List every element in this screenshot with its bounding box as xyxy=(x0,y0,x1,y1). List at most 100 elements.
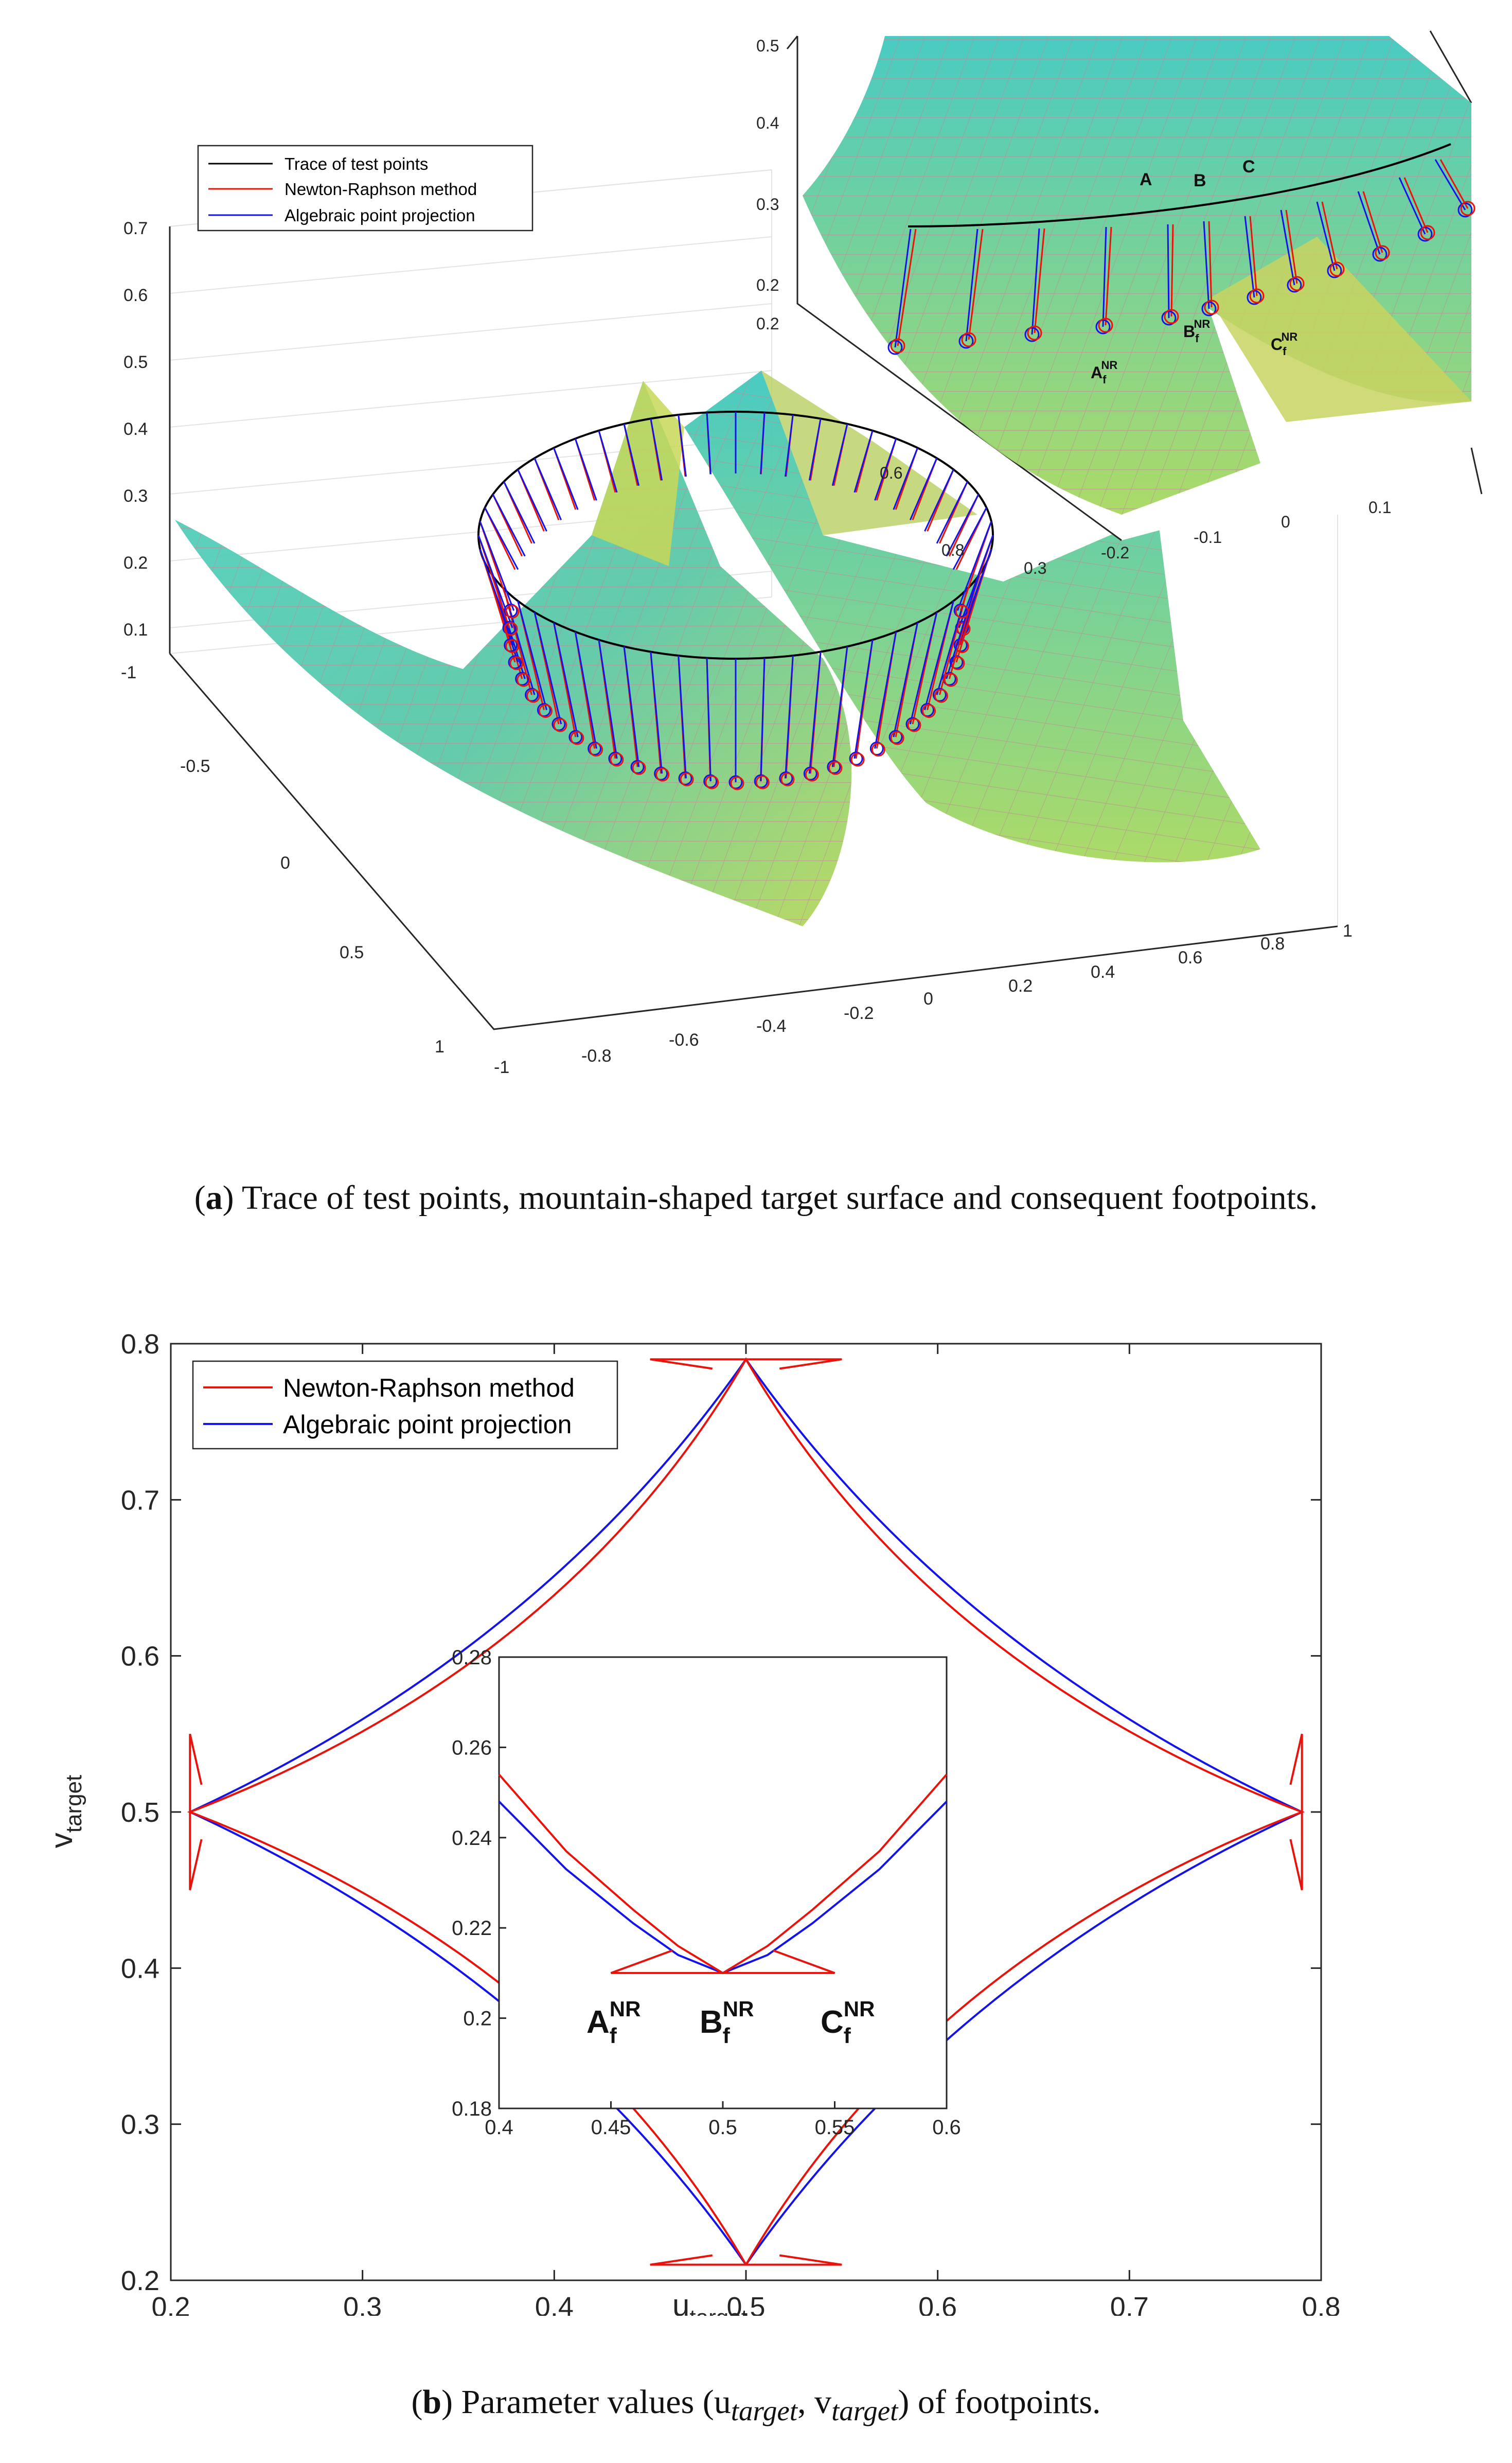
alg-footpoint xyxy=(654,766,668,781)
alg-footpoint-line xyxy=(894,228,912,348)
nr-footpoint-line xyxy=(1170,224,1174,317)
alg-footpoint-line xyxy=(874,438,897,501)
nr-footpoint xyxy=(944,673,958,687)
legend-3d: Trace of test points Newton-Raphson meth… xyxy=(197,145,533,232)
nr-footpoint xyxy=(632,761,646,775)
y-tick: -0.5 xyxy=(180,757,210,776)
nr-footpoint xyxy=(1420,225,1435,240)
alg-footpoint-line xyxy=(574,438,597,501)
alg-footpoint xyxy=(515,672,529,686)
alg-footpoint-line xyxy=(946,575,980,679)
x-axis-ticks: -1 -0.8 -0.6 -0.4 -0.2 0 0.2 0.4 0.6 0.8… xyxy=(494,921,1353,1077)
alg-footpoint xyxy=(1327,263,1342,278)
alg-footpoint-line xyxy=(924,469,954,532)
x-tick-label: 0.3 xyxy=(343,2292,382,2316)
x-tick: -1 xyxy=(494,1058,509,1077)
inset-ztick: 0.5 xyxy=(756,37,779,55)
alg-footpoint-line xyxy=(650,418,663,481)
x-tick-label: 0.4 xyxy=(535,2292,574,2316)
alg-footpoint-line xyxy=(831,646,848,767)
inset-y-tick-label: 0.28 xyxy=(452,1646,492,1669)
alg-footpoint xyxy=(958,333,974,349)
alg-footpoint-line xyxy=(492,494,526,557)
nr-footpoint-line xyxy=(1285,209,1298,284)
grid-line xyxy=(169,370,772,428)
nr-cusp xyxy=(650,2254,746,2266)
x-tick: -0.6 xyxy=(669,1030,699,1050)
inset-footpoint-C: CfNR xyxy=(1271,330,1297,358)
inset-ztick: 0.3 xyxy=(756,195,779,214)
nr-footpoint xyxy=(955,604,969,619)
alg-footpoint-line xyxy=(678,655,687,779)
alg-footpoint xyxy=(1024,327,1040,342)
nr-cusp xyxy=(650,1358,746,1370)
inset-point-labels: A B C xyxy=(1140,157,1255,190)
inset-x-tick-label: 0.6 xyxy=(932,2116,961,2139)
nr-footpoint xyxy=(1329,261,1345,277)
nr-footpoint xyxy=(1204,300,1219,315)
alg-footpoint-line xyxy=(1434,159,1466,210)
nr-footpoint xyxy=(890,338,905,354)
alg-footpoint-line xyxy=(574,631,597,749)
inner-tick: 0 xyxy=(1281,513,1290,531)
caption-b: (b) Parameter values (utarget, vtarget) … xyxy=(411,2383,1101,2427)
nr-footpoint xyxy=(570,731,584,745)
alg-footpoint xyxy=(920,703,935,717)
y-tick-label: 0.2 xyxy=(121,2265,159,2296)
nr-footpoint-line xyxy=(1403,177,1429,233)
inset-ztick: 0.2 xyxy=(756,276,779,294)
x-tick: 0.6 xyxy=(1178,948,1202,967)
nr-footpoint xyxy=(961,332,976,347)
alg-footpoint-line xyxy=(623,424,640,486)
nr-footpoint xyxy=(509,656,524,671)
nr-footpoint xyxy=(850,752,865,767)
alg-footpoint-line xyxy=(517,601,547,710)
alg-footpoint-line xyxy=(503,481,536,544)
inset-footpoint-A: AfNR xyxy=(1091,359,1117,386)
footpoint-lines xyxy=(477,412,994,790)
nr-footpoint xyxy=(828,761,843,775)
alg-footpoint-line xyxy=(946,494,980,557)
x-tick: 1 xyxy=(1343,921,1353,941)
alg-footpoint-line xyxy=(958,535,994,628)
nr-footpoint xyxy=(1249,288,1265,304)
nr-footpoint xyxy=(526,689,541,703)
alg-footpoint-line xyxy=(1280,209,1295,286)
alg-footpoint-line xyxy=(808,418,822,481)
alg-footpoint xyxy=(1372,247,1388,262)
alg-footpoint-line xyxy=(893,622,919,737)
alg-footpoint xyxy=(1457,202,1473,218)
nr-footpoint-line xyxy=(1249,216,1258,296)
y-tick-label: 0.3 xyxy=(121,2109,159,2140)
alg-footpoint-line xyxy=(1398,177,1426,235)
inset-2d: 0.4 0.45 0.5 0.55 0.6 0.18 0.2 0.22 0.24 0.26 0.28… xyxy=(452,1646,961,2139)
alg-footpoint-line xyxy=(874,631,897,749)
y-tick-label: 0.7 xyxy=(121,1485,159,1516)
caption-a: (a) Trace of test points, mountain-shape… xyxy=(194,1179,1318,1217)
inset-footpoint-B: BfNR xyxy=(1183,318,1210,345)
inset-y-tick-label: 0.26 xyxy=(452,1736,492,1759)
inset-3d: A B C AfNR BfNR CfNR 0.5 0.4 0.3 0.2 0.2 xyxy=(756,30,1483,541)
inset-z-ticks: 0.5 0.4 0.3 0.2 0.2 xyxy=(756,37,779,333)
inset-label-A: A xyxy=(1140,170,1152,189)
alg-footpoint xyxy=(754,774,768,788)
alg-footpoint-line xyxy=(706,412,711,474)
inset-x-tick-label: 0.45 xyxy=(591,2116,631,2139)
nr-footpoint-line xyxy=(968,228,984,340)
alg-footpoint xyxy=(525,688,539,702)
inner-tick: -0.1 xyxy=(1194,528,1222,547)
nr-footpoint xyxy=(871,743,885,757)
alg-footpoint xyxy=(703,774,718,788)
nr-footpoint xyxy=(934,689,948,703)
alg-footpoint-line xyxy=(484,507,519,570)
legend-nr: Newton-Raphson method xyxy=(284,180,477,199)
y-tick: -1 xyxy=(121,663,136,682)
alg-footpoint-line xyxy=(785,655,794,779)
x-tick-label: 0.8 xyxy=(1302,2292,1340,2316)
nr-footpoint xyxy=(1098,318,1113,333)
nr-footpoint-line xyxy=(1321,201,1338,270)
alg-footpoint-line xyxy=(760,412,766,474)
alg-footpoint-line xyxy=(808,652,822,774)
x-tick: 0 xyxy=(923,989,933,1009)
nr-footpoint xyxy=(1375,245,1390,260)
